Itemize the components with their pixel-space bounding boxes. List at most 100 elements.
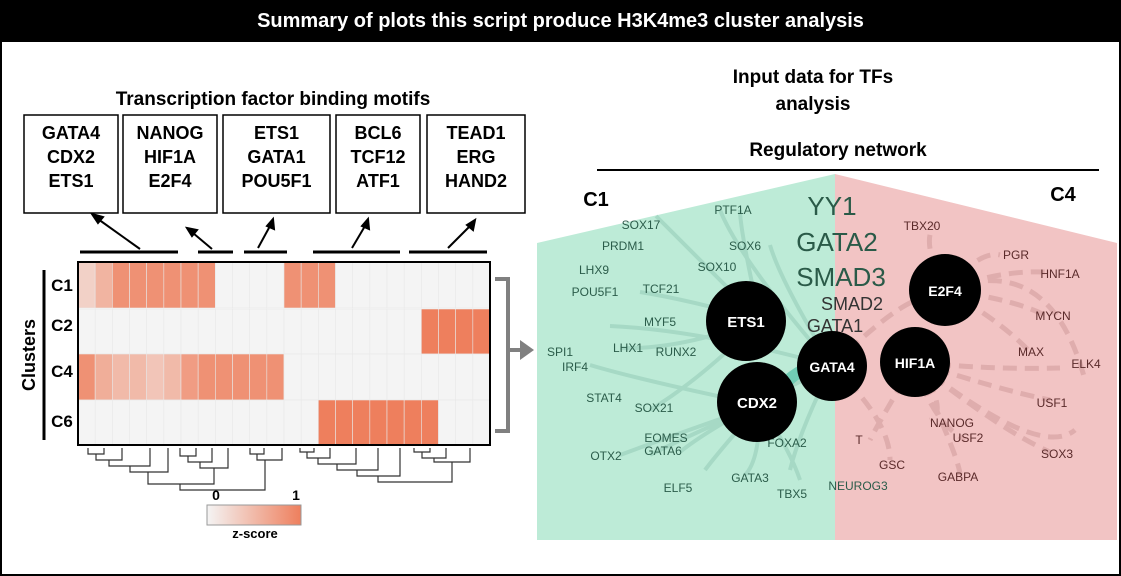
heatmap-cell xyxy=(232,308,250,355)
motif-label: BCL6 xyxy=(354,123,401,143)
network-subheading: Regulatory network xyxy=(749,140,927,161)
network-node-label: TBX5 xyxy=(777,487,807,501)
network-node-label: STAT4 xyxy=(586,391,622,405)
heatmap-cell xyxy=(163,308,182,355)
heatmap-cell xyxy=(112,261,130,309)
network-node-label: T xyxy=(855,433,863,447)
heatmap-cell xyxy=(318,399,336,446)
network-node-label: NEUROG3 xyxy=(828,479,888,493)
network-node-label: PTF1A xyxy=(714,203,751,217)
motif-label: TEAD1 xyxy=(446,123,505,143)
large-labels: YY1 GATA2 SMAD3 xyxy=(796,191,886,292)
network-node-label: EOMES xyxy=(644,431,687,445)
hub-cdx2 xyxy=(717,362,797,442)
motif-boxes: GATA4 CDX2 ETS1 NANOG HIF1A E2F4 ETS1 GATA1 POU5… xyxy=(23,114,526,214)
hub-ets1 xyxy=(706,281,786,361)
network-node-label: OTX2 xyxy=(590,449,622,463)
heatmap-cell xyxy=(403,399,422,446)
heatmap-cell xyxy=(403,308,422,355)
heatmap-cell xyxy=(112,353,130,401)
heatmap-cell xyxy=(300,308,319,355)
cluster-row-label: C4 xyxy=(51,362,73,381)
heatmap-cell xyxy=(352,308,371,355)
heatmap-cell xyxy=(249,261,268,309)
heatmap-cell xyxy=(335,261,353,309)
colorbar-min-label: 0 xyxy=(212,487,220,503)
network-node-label: USF1 xyxy=(1037,396,1068,410)
network-node-label: LHX9 xyxy=(579,263,609,277)
motif-box-1 xyxy=(23,114,119,214)
network-node-label: ELF5 xyxy=(664,481,693,495)
heatmap-cell xyxy=(146,308,165,355)
heatmap-cell xyxy=(386,308,405,355)
heatmap-cell xyxy=(352,399,371,446)
heatmap-cell xyxy=(94,353,113,401)
heatmap-cell xyxy=(112,308,130,355)
cluster-row-labels: C1 C2 C4 C6 xyxy=(51,276,73,431)
heatmap-cell xyxy=(232,399,250,446)
heatmap-cell xyxy=(249,353,268,401)
network-node-label: NANOG xyxy=(930,416,974,430)
heatmap-cell xyxy=(369,261,388,309)
heatmap-cell xyxy=(129,353,147,401)
motif-label: ATF1 xyxy=(356,171,400,191)
network-node-label: TBX20 xyxy=(904,219,941,233)
heatmap-cell xyxy=(249,308,268,355)
motif-box-2 xyxy=(122,114,218,214)
heatmap-cell xyxy=(300,399,319,446)
heatmap-border xyxy=(77,261,491,446)
hub-gata4 xyxy=(797,331,867,401)
heatmap-cell xyxy=(386,261,405,309)
network-node-label: GSC xyxy=(879,458,905,472)
label-gata2: GATA2 xyxy=(796,227,877,257)
heatmap-cell xyxy=(94,308,113,355)
network-node-label: HNF1A xyxy=(1040,267,1079,281)
label-smad2: SMAD2 xyxy=(821,294,883,314)
heatmap-cell xyxy=(335,353,353,401)
heatmap-cell xyxy=(215,399,233,446)
heatmap-cell xyxy=(249,399,268,446)
network-node-label: PRDM1 xyxy=(602,239,644,253)
heatmap-cell xyxy=(421,308,439,355)
title-bar: Summary of plots this script produce H3K… xyxy=(0,0,1121,42)
network-node-label: TCF21 xyxy=(643,282,680,296)
heatmap-cell xyxy=(472,399,491,446)
heatmap-cell xyxy=(386,399,405,446)
c4-label: C4 xyxy=(1050,184,1076,206)
motif-label: CDX2 xyxy=(47,147,95,167)
heatmap-cell xyxy=(403,261,422,309)
network-node-label: IRF4 xyxy=(562,360,588,374)
network-node-label: SOX3 xyxy=(1041,447,1073,461)
heatmap-cell xyxy=(369,399,388,446)
svg-text:GATA4: GATA4 xyxy=(809,359,855,375)
heatmap-cell xyxy=(318,308,336,355)
heatmap-cell xyxy=(335,399,353,446)
network-node-label: LHX1 xyxy=(613,341,643,355)
cluster-row-label: C2 xyxy=(51,316,73,335)
heatmap-cell xyxy=(318,353,336,401)
motif-label: HIF1A xyxy=(144,147,196,167)
right-heading-line2: analysis xyxy=(776,94,851,115)
heatmap-cell xyxy=(146,399,165,446)
motifs-heading: Transcription factor binding motifs xyxy=(116,89,431,110)
output-bracket xyxy=(495,277,510,433)
colorbar xyxy=(206,504,302,526)
heatmap-cell xyxy=(283,353,302,401)
heatmap-cell xyxy=(318,261,336,309)
heatmap-cell xyxy=(94,261,113,309)
motif-label: GATA1 xyxy=(247,147,305,167)
motif-label: POU5F1 xyxy=(241,171,311,191)
motif-box-5 xyxy=(426,114,526,214)
network-node-label: GABPA xyxy=(938,470,978,484)
heatmap-cell xyxy=(472,261,491,309)
heatmap-cell xyxy=(197,261,216,309)
motif-box-4 xyxy=(335,114,421,214)
cluster-row-label: C1 xyxy=(51,276,73,295)
svg-text:ETS1: ETS1 xyxy=(727,314,765,331)
heatmap-cell xyxy=(421,399,439,446)
motif-label: ETS1 xyxy=(48,171,93,191)
motif-box-3 xyxy=(222,114,331,214)
heatmap-cell xyxy=(266,353,285,401)
heatmap-cell xyxy=(283,308,302,355)
